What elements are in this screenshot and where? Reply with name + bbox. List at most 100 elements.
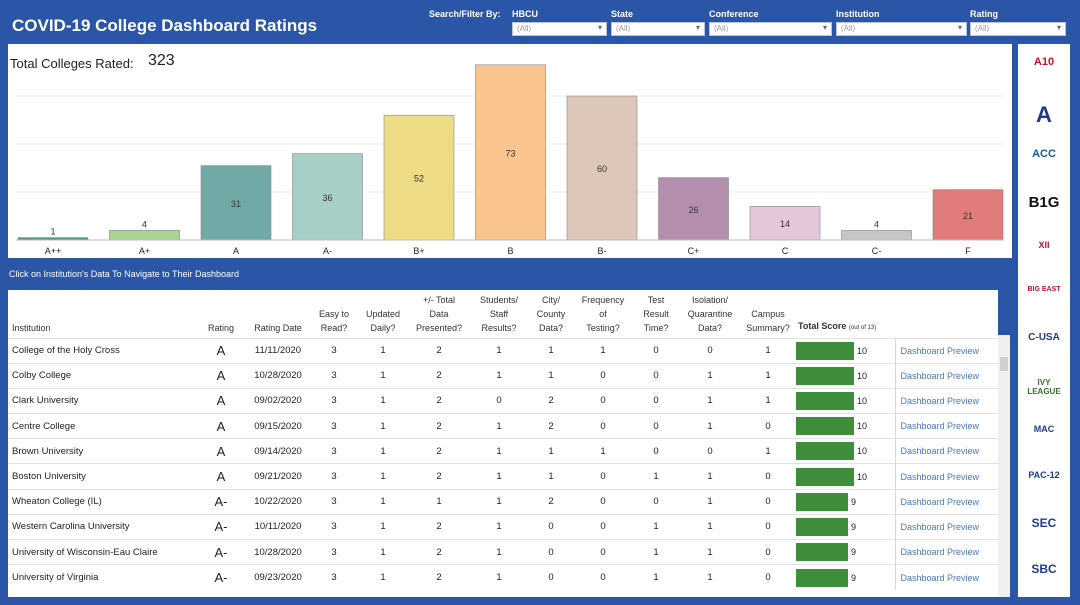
table-row[interactable]: Brown University A 09/14/2020 3 1 2 1 1 1 0 0 1 10 Da… [8,438,998,464]
data-label: 73 [505,148,515,158]
institution-name[interactable]: University of Virginia [8,564,196,590]
conference-logo[interactable]: B1G [1028,194,1060,211]
frequency-testing-value: 0 [574,413,632,439]
col-score-label: Total Score [798,320,847,331]
easy-to-read-value: 3 [310,438,358,464]
city-county-value: 1 [528,362,574,389]
scrollbar-thumb[interactable] [1000,357,1008,371]
dashboard-preview-link[interactable]: Dashboard Preview [894,513,998,540]
dashboard-preview-link[interactable]: Dashboard Preview [894,362,998,389]
col-students-line3: Results? [481,322,517,333]
filter-hbcu: HBCU (All) [512,9,607,36]
institution-name[interactable]: Wheaton College (IL) [8,488,196,515]
dashboard-preview-link[interactable]: Dashboard Preview [894,438,998,464]
institution-name[interactable]: Clark University [8,387,196,414]
conference-logo[interactable]: BIG EAST [1027,286,1061,293]
easy-to-read-value: 3 [310,513,358,540]
filter-rating-select[interactable]: (All) [970,22,1066,36]
conference-logo[interactable]: XII [1038,240,1050,250]
table-row[interactable]: Wheaton College (IL) A- 10/22/2020 3 1 1 1 2 0 0 1… [8,488,998,515]
frequency-testing-value: 0 [574,387,632,414]
table-row[interactable]: Colby College A 10/28/2020 3 1 2 1 1 0 0 1 1 10 Dashb… [8,362,998,389]
conference-logo[interactable]: A [1036,102,1052,127]
dashboard-preview-link[interactable]: Dashboard Preview [894,564,998,590]
bar-C[interactable] [749,206,821,241]
col-total-line1: +/- Total [422,294,456,305]
frequency-testing-value: 0 [574,488,632,515]
filter-institution-label: Institution [836,9,880,19]
updated-daily-value: 1 [358,337,408,364]
bar-A-[interactable] [292,153,363,241]
conference-logo[interactable]: ACC [1032,148,1056,160]
rating-grade: A [196,337,246,364]
table-row[interactable]: Western Carolina University A- 10/11/2020 3… [8,513,998,540]
total-score-value: 10 [857,345,868,356]
rating-grade: A- [196,538,246,565]
institution-name[interactable]: Centre College [8,413,196,439]
dashboard-preview-link[interactable]: Dashboard Preview [894,488,998,515]
total-score-cell: 10 [796,463,895,490]
tick-label: A++ [45,246,62,256]
table-row[interactable]: Clark University A 09/02/2020 3 1 2 0 2 0 0 1 1 10 Da… [8,387,998,414]
conference-logo[interactable]: SEC [1031,516,1057,530]
dashboard-preview-link[interactable]: Dashboard Preview [894,413,998,439]
bar-C+[interactable] [658,177,729,241]
total-data-value: 1 [408,488,470,515]
bar-A[interactable] [200,165,272,241]
dashboard-preview-link[interactable]: Dashboard Preview [894,337,998,364]
dashboard-title: COVID-19 College Dashboard Ratings [12,16,318,35]
bar-A+[interactable] [109,230,180,241]
total-score-bar [796,341,854,360]
institution-name[interactable]: Western Carolina University [8,513,196,540]
isolation-quarantine-value: 1 [680,387,740,414]
dashboard-preview-link[interactable]: Dashboard Preview [894,387,998,414]
filter-institution-select[interactable]: (All) [836,22,967,36]
filter-state-select[interactable]: (All) [611,22,705,36]
test-result-time-value: 0 [632,488,680,515]
institution-name[interactable]: Colby College [8,362,196,389]
rating-grade: A [196,463,246,490]
city-county-value: 2 [528,488,574,515]
bar-B[interactable] [475,64,546,241]
conference-logo[interactable]: PAC-12 [1028,470,1060,480]
bar-B-[interactable] [566,95,638,241]
total-data-value: 2 [408,564,470,590]
rating-date: 10/28/2020 [246,538,310,565]
dashboard-preview-link[interactable]: Dashboard Preview [894,538,998,565]
table-row[interactable]: University of Wisconsin-Eau Claire A- 10/2… [8,538,998,565]
updated-daily-value: 1 [358,538,408,565]
bar-B+[interactable] [383,114,455,241]
institution-name[interactable]: Brown University [8,438,196,464]
table-row[interactable]: College of the Holy Cross A 11/11/2020 3 1 2 1… [8,337,998,364]
conference-logo[interactable]: MAC [1033,424,1055,434]
col-campus-line2: Summary? [746,322,790,333]
institution-name[interactable]: Boston University [8,463,196,490]
isolation-quarantine-value: 1 [680,488,740,515]
campus-summary-value: 0 [740,413,796,439]
total-score-cell: 9 [796,488,895,515]
conference-logo[interactable]: A10 [1033,56,1055,68]
campus-summary-value: 0 [740,513,796,540]
table-row[interactable]: University of Virginia A- 09/23/2020 3 1 2 1 0 0… [8,564,998,590]
table-row[interactable]: Boston University A 09/21/2020 3 1 2 1 1 0 1 1 0 10 D… [8,463,998,490]
dashboard-preview-link[interactable]: Dashboard Preview [894,463,998,490]
frequency-testing-value: 1 [574,337,632,364]
bar-F[interactable] [932,189,1004,241]
filter-hbcu-select[interactable]: (All) [512,22,607,36]
table-scrollbar[interactable] [998,335,1010,597]
conference-logo[interactable]: SBC [1031,562,1057,576]
updated-daily-value: 1 [358,362,408,389]
filter-conference-select[interactable]: (All) [709,22,832,36]
tick-label: C- [872,246,882,256]
institution-name[interactable]: College of the Holy Cross [8,337,196,364]
city-county-value: 0 [528,513,574,540]
filter-label: Search/Filter By: [429,9,501,19]
conference-logo[interactable]: C-USA [1028,332,1060,343]
institution-name[interactable]: University of Wisconsin-Eau Claire [8,538,196,565]
rating-date: 10/22/2020 [246,488,310,515]
bar-C-[interactable] [841,230,912,241]
table-row[interactable]: Centre College A 09/15/2020 3 1 2 1 2 0 0 1 0 10 Dash… [8,413,998,439]
total-score-cell: 9 [796,538,895,565]
conference-logo[interactable]: IVY LEAGUE [1027,378,1061,396]
rating-grade: A [196,413,246,439]
